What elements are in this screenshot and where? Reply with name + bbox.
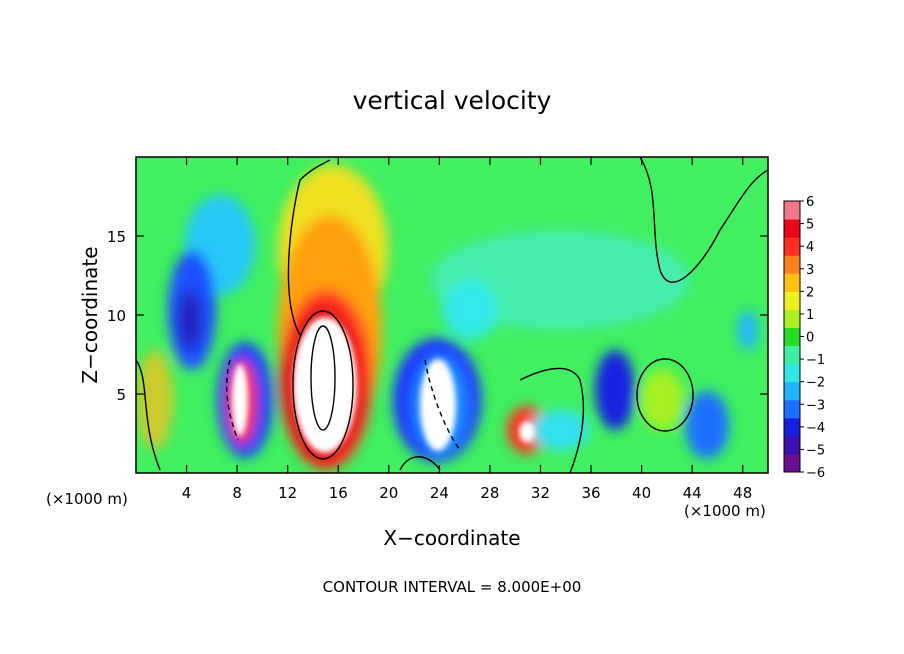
colorbar: 6 5 4 3 2 1 0 −1 −2 −3 −4 −5 −6 [783, 195, 825, 481]
contour-lines [136, 157, 768, 473]
velocity-field [136, 157, 768, 473]
x-tick-label: 24 [430, 484, 449, 502]
colorbar-swatch [784, 273, 800, 292]
x-tick-label: 12 [278, 484, 297, 502]
colorbar-label: −4 [806, 421, 825, 436]
x-tick-label: 8 [232, 484, 242, 502]
x-tick-label: 16 [329, 484, 348, 502]
colorbar-swatch [784, 219, 800, 238]
x-ticks: 4 8 12 16 20 24 28 32 36 40 44 48 [182, 157, 752, 502]
chart-title: vertical velocity [352, 86, 552, 115]
colorbar-swatch [784, 381, 800, 401]
colorbar-swatch [784, 255, 800, 274]
x-tick-label: 32 [531, 484, 550, 502]
colorbar-swatch [784, 327, 800, 347]
colorbar-swatch [784, 399, 800, 419]
y-tick-label: 15 [107, 228, 126, 246]
colorbar-label: −1 [806, 353, 825, 368]
colorbar-swatch [784, 417, 800, 437]
colorbar-swatch [784, 363, 800, 383]
colorbar-label: 3 [806, 263, 814, 278]
colorbar-swatch [784, 453, 800, 473]
x-unit-label-left: (×1000 m) [46, 490, 128, 508]
y-ticks: 5 10 15 [107, 228, 768, 404]
colorbar-label: 6 [806, 195, 814, 210]
colorbar-swatch [784, 309, 800, 328]
colorbar-swatch [784, 291, 800, 310]
colorbar-swatch [784, 345, 800, 365]
colorbar-label: −5 [806, 443, 825, 458]
x-tick-label: 36 [581, 484, 600, 502]
colorbar-swatch [784, 435, 800, 455]
x-unit-label-right: (×1000 m) [684, 502, 766, 520]
contour-interval-note: CONTOUR INTERVAL = 8.000E+00 [322, 578, 582, 596]
colorbar-swatch [784, 201, 800, 220]
colorbar-label: −3 [806, 398, 825, 413]
x-tick-label: 40 [632, 484, 651, 502]
colorbar-label: −6 [806, 466, 825, 481]
x-tick-label: 28 [480, 484, 499, 502]
y-tick-label: 5 [116, 386, 126, 404]
y-tick-label: 10 [107, 307, 126, 325]
x-tick-label: 20 [379, 484, 398, 502]
colorbar-label: 4 [806, 240, 814, 255]
colorbar-label: 1 [806, 308, 814, 323]
x-tick-label: 44 [683, 484, 702, 502]
colorbar-swatch [784, 237, 800, 256]
colorbar-label: 2 [806, 285, 814, 300]
x-tick-label: 48 [733, 484, 752, 502]
x-tick-label: 4 [182, 484, 192, 502]
colorbar-label: −2 [806, 376, 825, 391]
colorbar-label: 5 [806, 218, 814, 233]
colorbar-label: 0 [806, 331, 814, 346]
x-axis-label: X−coordinate [383, 526, 521, 550]
